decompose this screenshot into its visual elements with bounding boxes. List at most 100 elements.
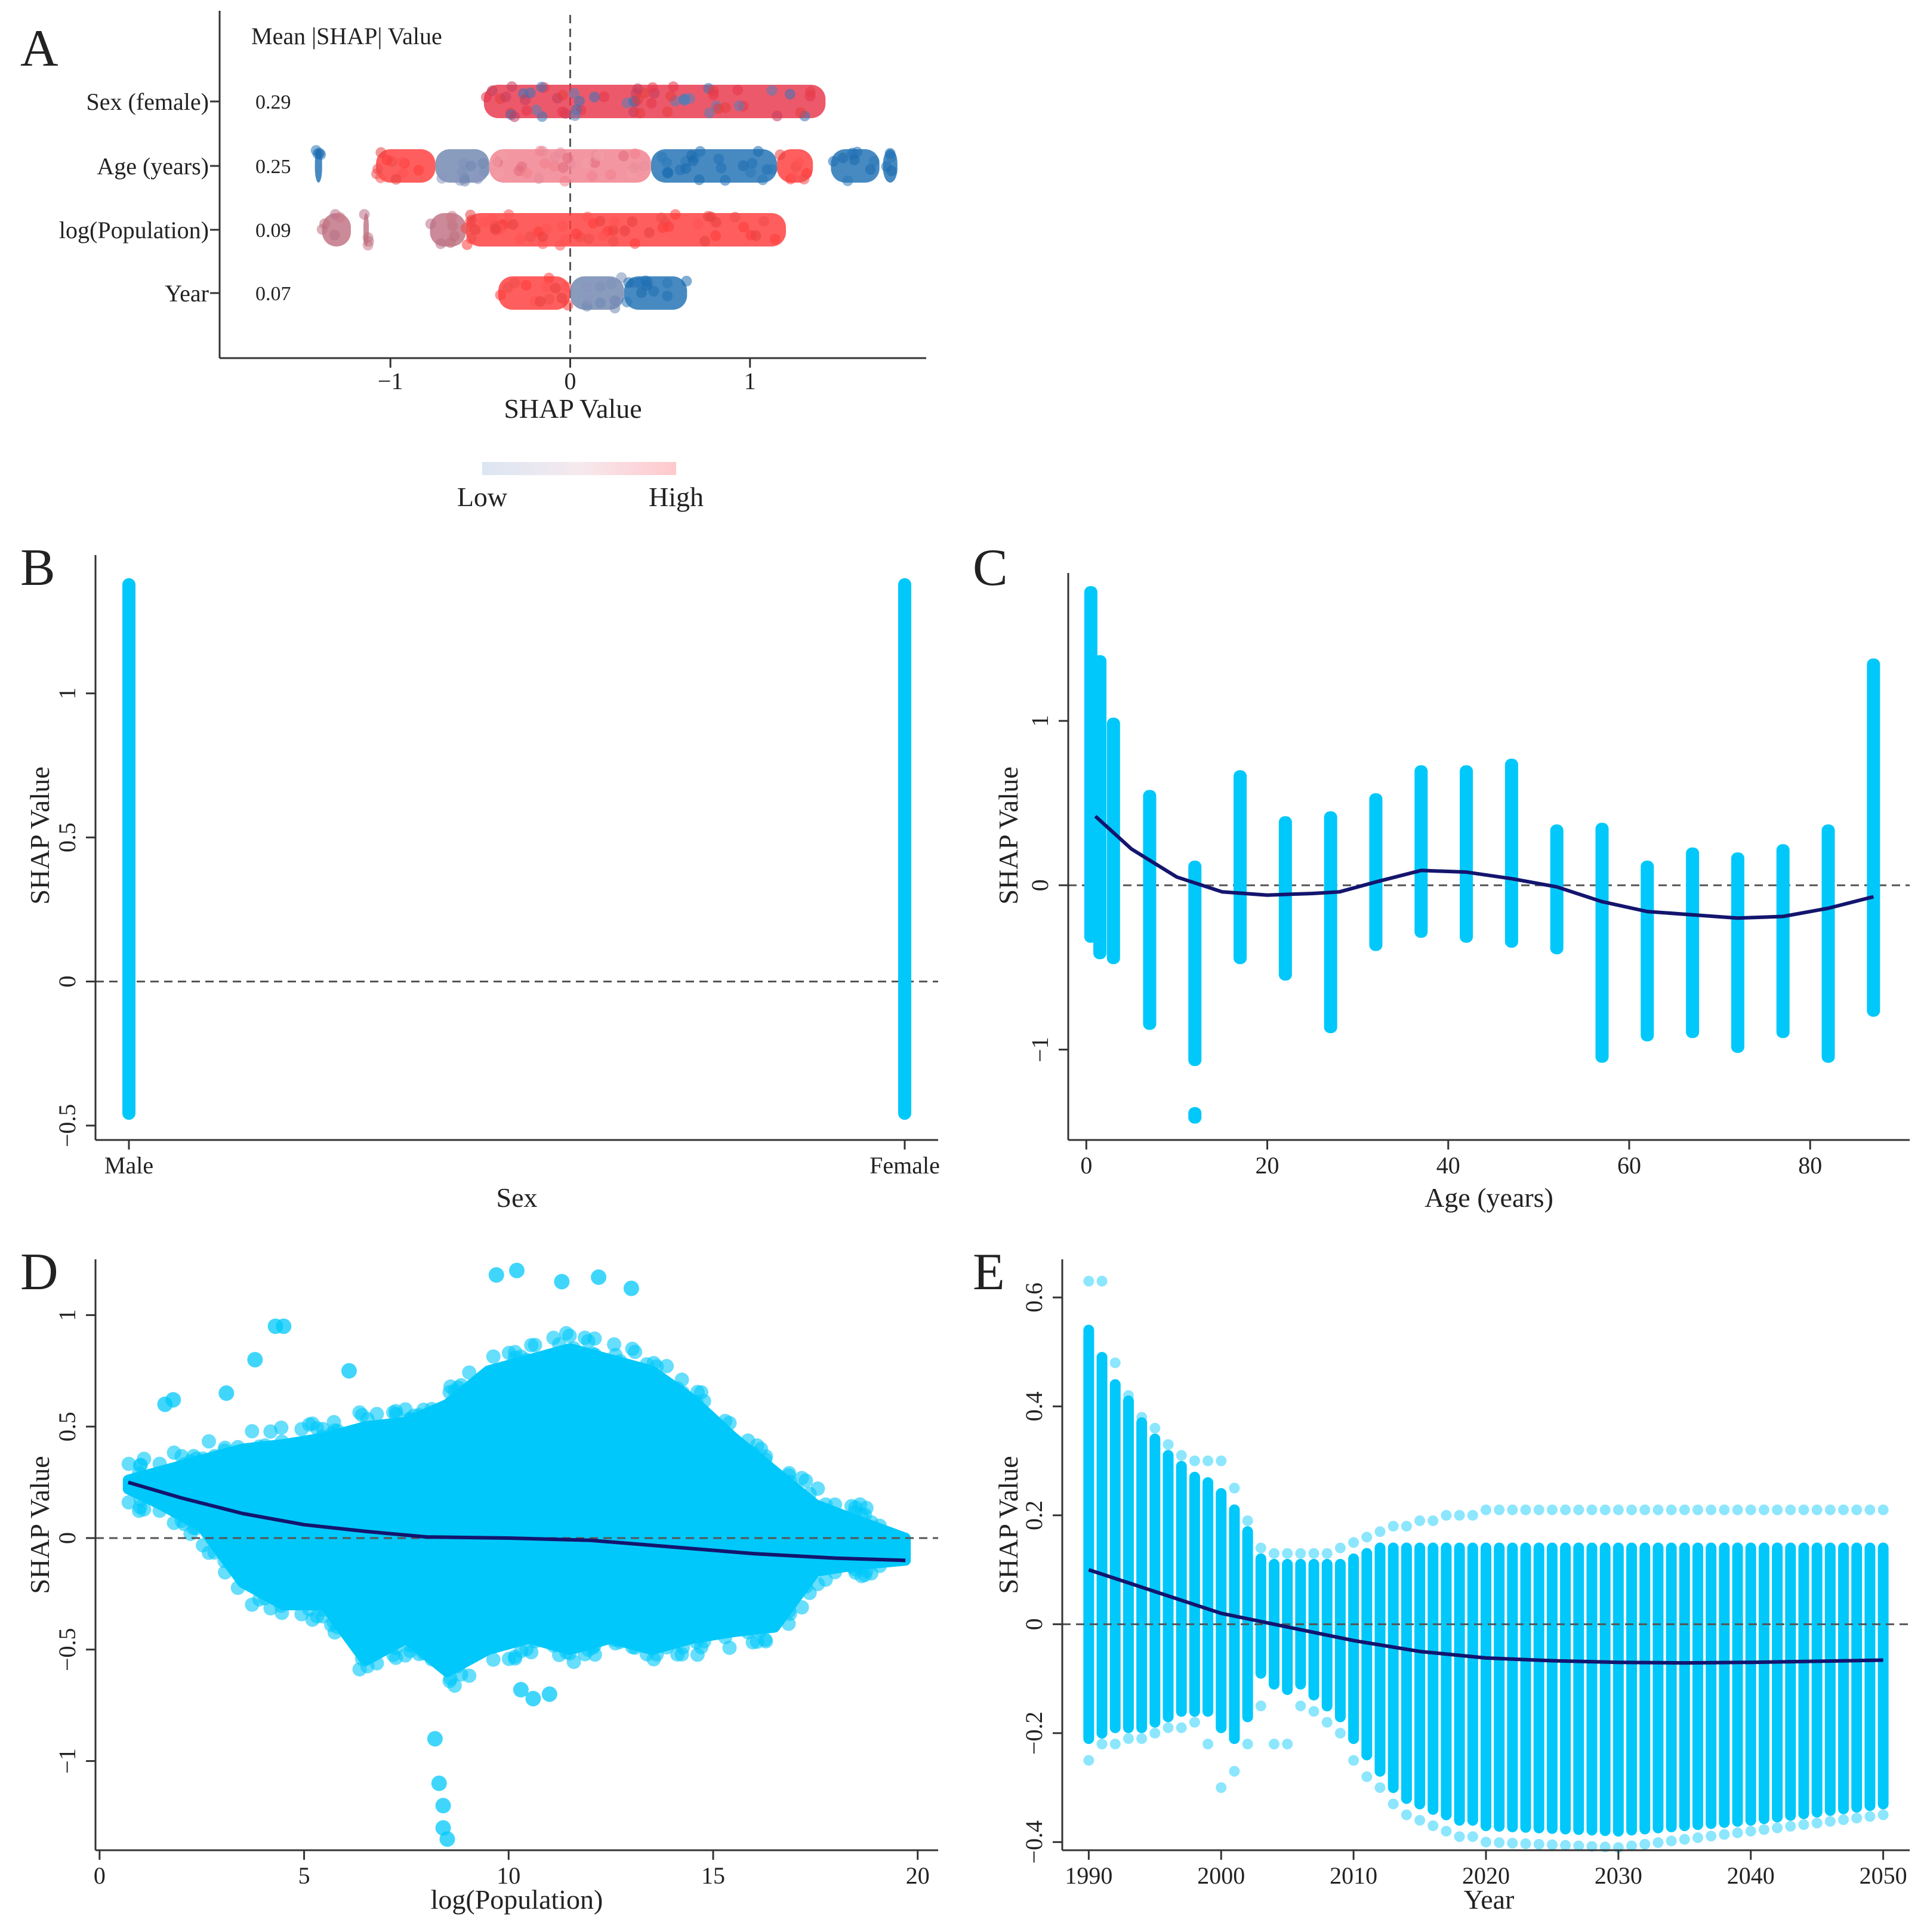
year-point — [1533, 1838, 1544, 1850]
population-outlier-point — [623, 1280, 639, 1296]
x-tick-label: 0 — [1080, 1152, 1092, 1179]
beeswarm-point — [595, 281, 606, 292]
feature-row — [495, 272, 692, 314]
population-point — [202, 1434, 217, 1449]
panel-e-y-label: SHAP Value — [993, 1456, 1023, 1594]
beeswarm-point — [396, 156, 408, 168]
beeswarm-point — [489, 157, 501, 168]
population-point — [403, 1644, 418, 1659]
x-tick-label: 1990 — [1065, 1862, 1112, 1889]
beeswarm-point — [375, 147, 387, 158]
population-point — [196, 1538, 211, 1553]
year-point — [1811, 1817, 1823, 1829]
y-tick-label: 0.5 — [54, 1412, 81, 1441]
year-point — [1454, 1831, 1465, 1842]
mean-abs-value: 0.25 — [255, 156, 291, 178]
x-tick-label: 60 — [1617, 1152, 1641, 1179]
population-point — [327, 1625, 342, 1640]
year-point — [1824, 1816, 1836, 1827]
population-point — [781, 1616, 796, 1631]
x-tick-label: 2050 — [1860, 1862, 1907, 1889]
panel-letter-c: C — [973, 539, 1008, 597]
age-point-column — [1776, 844, 1790, 1039]
y-tick-label: −0.5 — [54, 1628, 81, 1671]
beeswarm-point — [618, 150, 630, 162]
beeswarm-point — [656, 212, 667, 224]
population-point — [424, 1651, 439, 1666]
beeswarm-point — [766, 164, 778, 175]
year-point — [1864, 1504, 1876, 1515]
year-point-column — [1719, 1542, 1730, 1828]
beeswarm-point — [583, 233, 594, 245]
year-point — [1427, 1820, 1439, 1831]
year-point — [1877, 1504, 1889, 1515]
x-tick-label: 1 — [744, 368, 756, 395]
beeswarm-point — [628, 162, 640, 174]
x-tick-label: Female — [870, 1152, 940, 1179]
beeswarm-point — [670, 209, 681, 220]
panel-letter-d: D — [20, 1243, 58, 1301]
beeswarm-point — [661, 157, 673, 168]
beeswarm-point — [593, 150, 605, 161]
y-tick-label: −0.5 — [54, 1104, 81, 1148]
population-point — [810, 1481, 825, 1496]
beeswarm-point — [541, 223, 553, 235]
year-point — [1798, 1819, 1809, 1831]
y-tick-label: 0.5 — [54, 822, 81, 852]
panel-a-x-label: SHAP Value — [504, 393, 642, 424]
beeswarm-point — [589, 91, 600, 103]
beeswarm-point — [766, 85, 778, 96]
y-tick-label: 0.2 — [1020, 1500, 1047, 1530]
year-point-column — [1573, 1542, 1584, 1835]
year-point-column — [1666, 1542, 1677, 1832]
beeswarm-point — [663, 221, 674, 232]
year-point — [1586, 1841, 1598, 1852]
population-point-cloud — [122, 1343, 911, 1678]
year-point — [1321, 1717, 1333, 1728]
population-point — [486, 1652, 501, 1667]
year-point-column — [1414, 1542, 1426, 1810]
beeswarm-point — [506, 81, 517, 93]
year-point — [1824, 1504, 1836, 1515]
year-point — [1706, 1504, 1717, 1515]
feature-row — [316, 209, 787, 251]
beeswarm-point — [436, 172, 448, 184]
year-point-column — [1388, 1542, 1399, 1794]
beeswarm-point — [574, 95, 585, 107]
beeswarm-point — [662, 278, 673, 289]
population-point — [305, 1612, 320, 1627]
population-point — [403, 1413, 418, 1428]
x-tick-label: 20 — [906, 1862, 930, 1889]
beeswarm-point — [619, 225, 631, 236]
year-point — [1520, 1504, 1531, 1515]
year-point-column — [1838, 1542, 1849, 1814]
population-point — [230, 1580, 245, 1595]
colorbar — [482, 462, 676, 475]
population-point — [581, 1333, 596, 1348]
beeswarm-point — [486, 85, 498, 97]
population-point — [486, 1349, 501, 1364]
year-point-column — [1706, 1542, 1717, 1829]
x-tick-label: 20 — [1256, 1152, 1279, 1179]
beeswarm-point — [362, 239, 374, 251]
sex-point-column — [122, 578, 135, 1120]
population-point — [294, 1607, 309, 1622]
beeswarm-point — [606, 278, 617, 289]
year-point-column — [1083, 1324, 1094, 1745]
year-point — [1255, 1542, 1266, 1554]
beeswarm-point — [472, 173, 483, 184]
beeswarm-point — [745, 167, 756, 178]
population-point — [745, 1446, 760, 1460]
population-point — [828, 1565, 843, 1580]
year-point — [1772, 1504, 1783, 1515]
population-point — [659, 1358, 674, 1373]
beeswarm-point — [465, 209, 476, 221]
year-point — [1202, 1455, 1214, 1466]
population-point — [798, 1473, 813, 1488]
year-point — [1282, 1739, 1293, 1750]
panel-letter-e: E — [973, 1243, 1005, 1301]
year-point-column — [1811, 1542, 1823, 1818]
population-point — [152, 1503, 167, 1518]
colorbar-low-label: Low — [457, 482, 508, 512]
